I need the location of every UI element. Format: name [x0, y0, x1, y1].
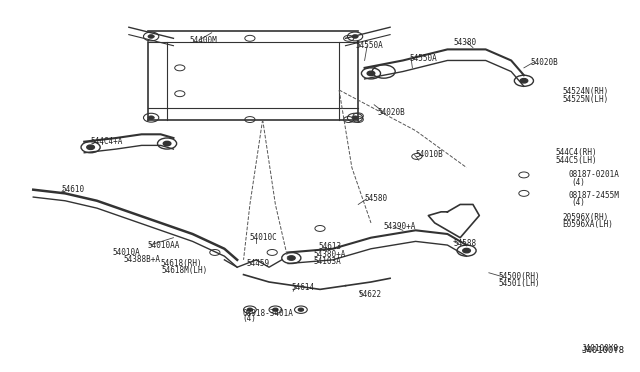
Text: 54020B: 54020B [378, 108, 405, 117]
Circle shape [163, 141, 171, 146]
Text: 54010B: 54010B [415, 150, 444, 159]
Circle shape [298, 308, 303, 311]
Text: 54010A: 54010A [113, 248, 141, 257]
Text: 544C5(LH): 544C5(LH) [556, 155, 597, 165]
Text: 54614: 54614 [291, 283, 314, 292]
Text: 54459: 54459 [246, 259, 270, 268]
Text: (4): (4) [572, 198, 586, 207]
Text: 54388B+A: 54388B+A [124, 255, 161, 264]
Text: 20596X(RH): 20596X(RH) [562, 213, 609, 222]
Text: 54103A: 54103A [314, 257, 341, 266]
Text: 08187-2455M: 08187-2455M [568, 191, 620, 200]
Text: 544C4(RH): 544C4(RH) [556, 148, 597, 157]
Text: 54501(LH): 54501(LH) [499, 279, 540, 288]
Text: 08918-3401A: 08918-3401A [243, 309, 293, 318]
Circle shape [352, 116, 358, 119]
Text: 54380: 54380 [454, 38, 477, 46]
Text: 54500(RH): 54500(RH) [499, 272, 540, 281]
Circle shape [367, 71, 375, 76]
Text: 54380+A: 54380+A [314, 250, 346, 259]
Text: 54622: 54622 [358, 291, 381, 299]
Text: J40100Y8: J40100Y8 [581, 346, 624, 355]
Text: 54610: 54610 [62, 185, 85, 194]
Text: 54550A: 54550A [355, 41, 383, 50]
Text: 54020B: 54020B [531, 58, 558, 67]
Text: J40100Y8: J40100Y8 [581, 344, 618, 353]
Text: 54390+A: 54390+A [384, 222, 416, 231]
Text: 54400M: 54400M [189, 36, 217, 45]
Circle shape [352, 35, 358, 38]
Text: 54588: 54588 [454, 239, 477, 248]
Text: 544C4+A: 544C4+A [91, 137, 123, 146]
Circle shape [247, 308, 252, 311]
Circle shape [273, 308, 278, 311]
Circle shape [148, 116, 154, 119]
Text: 54524N(RH): 54524N(RH) [562, 87, 609, 96]
Text: 54618M(LH): 54618M(LH) [162, 266, 208, 275]
Circle shape [148, 35, 154, 38]
Circle shape [520, 78, 528, 83]
Text: 54613: 54613 [319, 243, 342, 251]
Text: 54525N(LH): 54525N(LH) [562, 95, 609, 104]
Text: E0596XA(LH): E0596XA(LH) [562, 219, 613, 228]
Text: 08187-0201A: 08187-0201A [568, 170, 620, 179]
Text: (4): (4) [243, 314, 256, 323]
Text: 54010AA: 54010AA [148, 241, 180, 250]
Circle shape [463, 248, 470, 253]
Text: 54010C: 54010C [250, 233, 278, 242]
Circle shape [87, 145, 95, 150]
Text: 54618(RH): 54618(RH) [161, 259, 202, 268]
Text: 54550A: 54550A [409, 54, 437, 63]
Circle shape [287, 256, 295, 260]
Text: 54580: 54580 [365, 195, 388, 203]
Text: (4): (4) [572, 178, 586, 187]
